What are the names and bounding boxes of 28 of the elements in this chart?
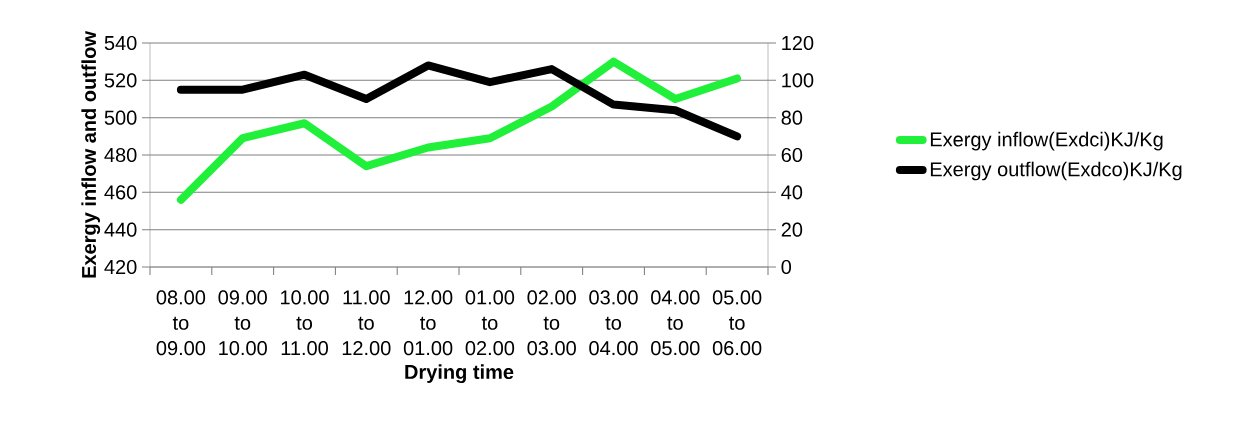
x-tick-label: 11.00 to 12.00 bbox=[342, 290, 391, 356]
x-tick-label: 08.00 to 09.00 bbox=[156, 290, 206, 356]
legend-label: Exergy inflow(Exdci)KJ/Kg bbox=[930, 131, 1163, 151]
x-tick-label: 04.00 to 05.00 bbox=[651, 290, 700, 356]
x-tick-label: 01.00 to 02.00 bbox=[465, 290, 515, 356]
x-tick-label: 09.00 to 10.00 bbox=[218, 290, 267, 356]
y-axis-title: Exergy inflow and outflow bbox=[81, 31, 101, 278]
y-tick-label: 460 bbox=[104, 185, 137, 200]
legend-label: Exergy outflow(Exdco)KJ/Kg bbox=[930, 161, 1182, 181]
y-tick-label: 440 bbox=[104, 222, 137, 237]
y2-tick-label: 20 bbox=[781, 222, 803, 237]
x-tick-label: 02.00 to 03.00 bbox=[527, 290, 576, 356]
y2-tick-label: 0 bbox=[781, 259, 792, 275]
y-tick-label: 500 bbox=[104, 110, 137, 125]
y2-tick-label: 60 bbox=[781, 147, 803, 163]
x-tick-label: 12.00 to 01.00 bbox=[403, 290, 453, 356]
y-tick-label: 420 bbox=[104, 259, 137, 275]
x-axis-title: Drying time bbox=[405, 364, 514, 384]
y2-tick-label: 80 bbox=[781, 110, 803, 125]
y-tick-label: 480 bbox=[104, 147, 137, 163]
y2-tick-label: 120 bbox=[782, 35, 814, 51]
y-tick-label: 540 bbox=[104, 35, 137, 51]
y2-tick-label: 40 bbox=[781, 185, 803, 200]
y-tick-label: 520 bbox=[104, 73, 137, 88]
x-tick-label: 10.00 to 11.00 bbox=[281, 290, 329, 356]
y2-tick-label: 100 bbox=[782, 73, 814, 88]
x-tick-label: 03.00 to 04.00 bbox=[589, 290, 638, 356]
x-tick-label: 05.00 to 06.00 bbox=[712, 290, 762, 356]
